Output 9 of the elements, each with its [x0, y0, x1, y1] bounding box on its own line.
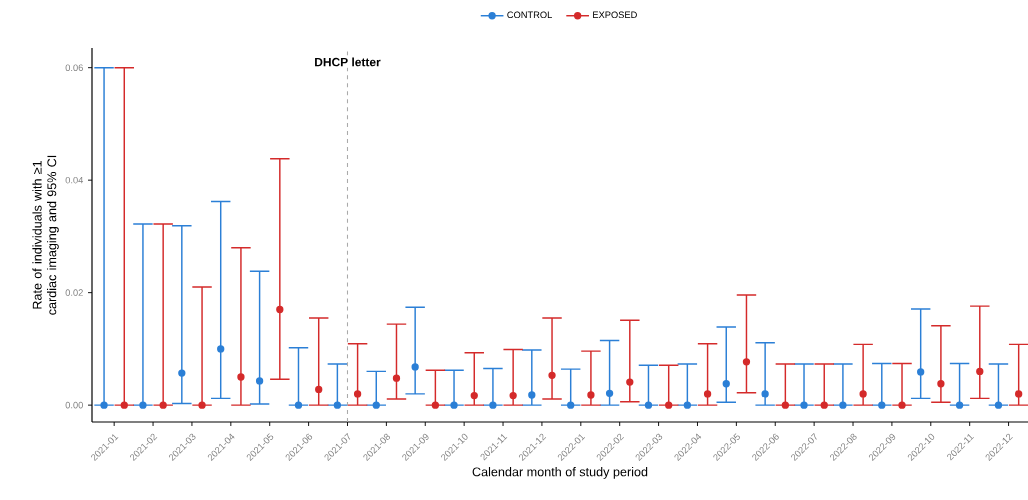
y-tick-label: 0.00 — [65, 401, 83, 409]
legend-label: EXPOSED — [593, 11, 637, 19]
y-tick-label: 0.06 — [65, 64, 83, 71]
legend-label: CONTROL — [507, 11, 552, 19]
y-axis-title: Rate of individuals with ≥1 cardiac imaging and 95% CI — [32, 155, 59, 315]
y-tick-label: 0.04 — [65, 176, 84, 184]
x-axis-title: Calendar month of study period — [472, 467, 648, 479]
y-tick-label: 0.02 — [65, 289, 83, 296]
ref-line-label: DHCP letter — [315, 57, 381, 67]
